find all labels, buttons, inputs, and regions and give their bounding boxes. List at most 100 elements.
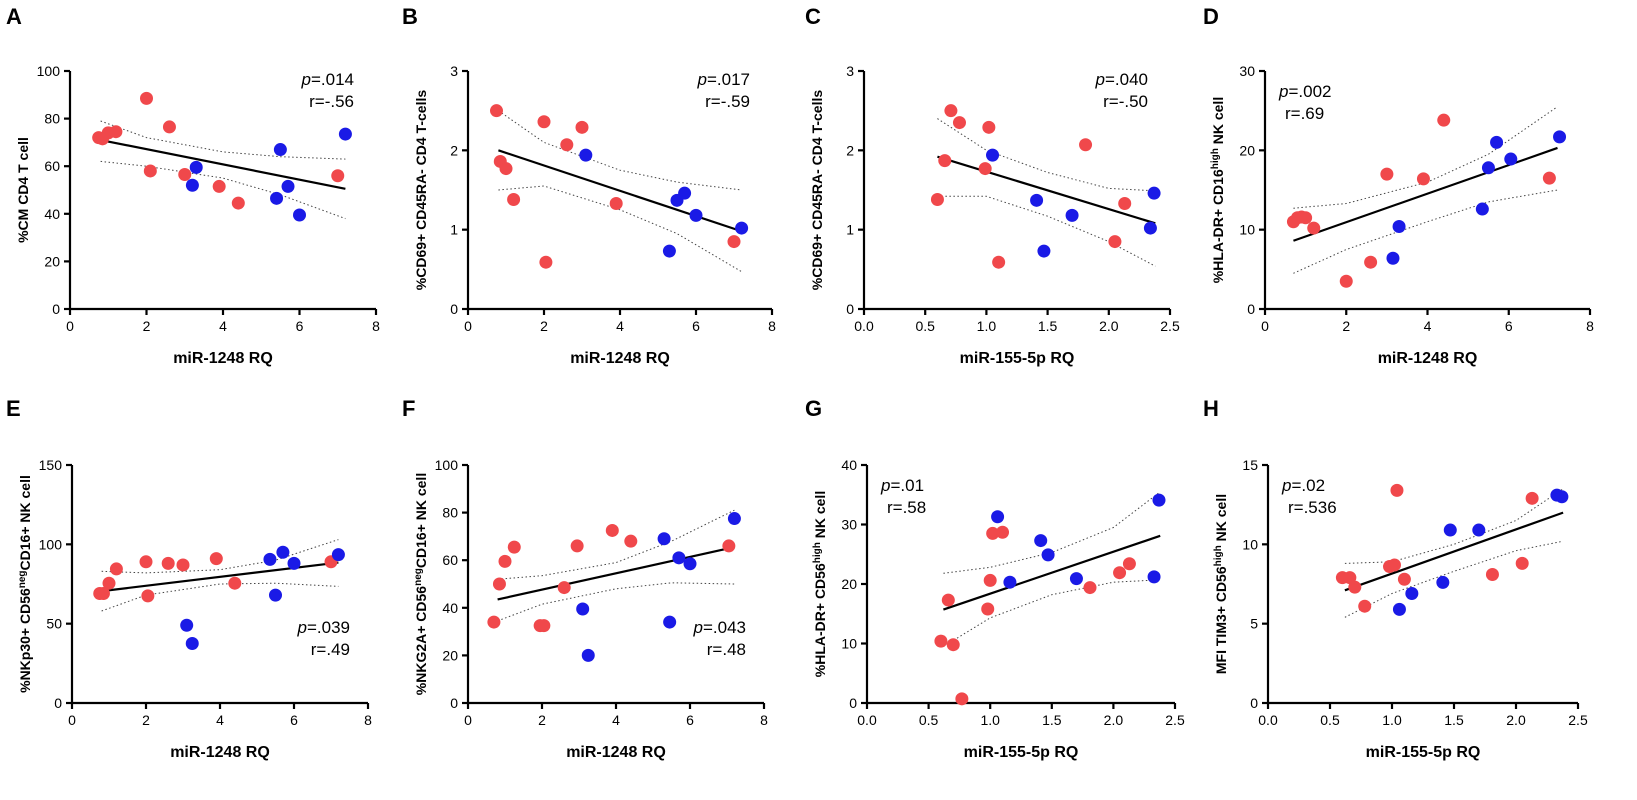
y-tick-label: 20	[1239, 142, 1255, 158]
y-axis-label: %CD69+ CD45RA- CD4 T-cells	[809, 90, 825, 291]
panel-letter: E	[6, 396, 21, 421]
p-symbol: p	[697, 70, 707, 89]
p-symbol: p	[301, 70, 311, 89]
y-tick-label: 50	[46, 616, 62, 632]
data-point-red	[934, 634, 948, 648]
panel-c: C 0.0 0.5 1.0 1.5 2.0 2.5 0 1 2 3 miR-155-5p RQ %CD6…	[805, 4, 1180, 367]
data-point-red	[605, 523, 619, 537]
y-tick-label: 0	[450, 695, 458, 711]
data-point-blue	[986, 148, 1000, 162]
data-point-blue	[1143, 221, 1157, 235]
panel-e: E 0 2 4 6 8 0 50 100 150 miR-1248 RQ %NKp30+ CD56ne…	[6, 396, 372, 761]
r-value: r=-.59	[705, 92, 750, 111]
y-tick-label: 0	[1250, 695, 1258, 711]
x-tick-label: 6	[686, 712, 694, 728]
data-point-red	[938, 154, 952, 168]
panel-letter: B	[402, 4, 418, 29]
y-tick-label: 3	[450, 63, 458, 79]
x-tick-label: 0	[464, 318, 472, 334]
x-tick-label: 1.5	[1042, 712, 1062, 728]
y-axis-label: %HLA-DR+ CD16high NK cell	[1210, 97, 1227, 283]
data-point-blue	[735, 221, 749, 235]
data-point-red	[209, 552, 223, 566]
regression-line	[498, 149, 742, 233]
x-tick-label: 2.0	[1506, 712, 1526, 728]
x-tick-label: 1.5	[1444, 712, 1464, 728]
data-point-red	[228, 576, 242, 590]
p-symbol: p	[880, 476, 890, 495]
data-point-blue	[331, 548, 345, 562]
x-tick-label: 8	[372, 318, 380, 334]
data-point-blue	[1481, 161, 1495, 175]
y-tick-label: 60	[442, 552, 458, 568]
data-point-red	[492, 577, 506, 591]
regression-line	[101, 561, 339, 593]
y-axis-label-superscript: high	[1213, 545, 1224, 566]
y-axis-label: %CD69+ CD45RA- CD4 T-cells	[413, 90, 429, 291]
data-point-red	[992, 255, 1006, 269]
data-point-blue	[683, 557, 697, 571]
data-point-red	[178, 168, 192, 182]
y-axis-label-part: NK cell	[1210, 97, 1226, 148]
data-point-red	[560, 138, 574, 152]
data-point-red	[557, 581, 571, 595]
data-point-red	[1083, 581, 1097, 595]
regression-line	[937, 155, 1156, 225]
x-tick-label: 0	[68, 712, 76, 728]
panel-letter: F	[402, 396, 415, 421]
r-value: r=-.50	[1103, 92, 1148, 111]
x-tick-label: 8	[760, 712, 768, 728]
r-value: r=.49	[311, 640, 350, 659]
confidence-band-lower	[497, 582, 735, 622]
y-tick-label: 0	[450, 301, 458, 317]
x-tick-label: 4	[616, 318, 624, 334]
panel-g: G 0.0 0.5 1.0 1.5 2.0 2.5 0 10 20 30 40 miR-155-5p R…	[805, 396, 1185, 761]
data-point-red	[1122, 557, 1136, 571]
data-point-red	[624, 534, 638, 548]
regression-line	[100, 138, 346, 190]
data-point-blue	[263, 552, 277, 566]
data-point-red	[609, 196, 623, 210]
x-tick-label: 0	[66, 318, 74, 334]
y-tick-label: 100	[37, 63, 61, 79]
data-point-blue	[1490, 135, 1504, 149]
y-tick-label: 150	[39, 457, 63, 473]
data-point-red	[537, 115, 551, 129]
data-point-blue	[1147, 186, 1161, 200]
y-tick-label: 1	[450, 222, 458, 238]
data-point-red	[109, 125, 123, 139]
data-point-blue	[189, 160, 203, 174]
y-axis-label: %NKG2A+ CD56negCD16+ NK cell	[413, 473, 430, 695]
x-tick-label: 0.0	[857, 712, 877, 728]
p-symbol: p	[1281, 476, 1291, 495]
p-value: p=.040	[1095, 70, 1149, 89]
y-tick-label: 5	[1250, 616, 1258, 632]
r-value: r=.58	[887, 498, 926, 517]
y-tick-label: 60	[44, 158, 60, 174]
x-tick-label: 6	[692, 318, 700, 334]
y-tick-label: 100	[39, 536, 63, 552]
panel-letter: G	[805, 396, 822, 421]
data-point-blue	[273, 143, 287, 157]
data-point-red	[946, 638, 960, 652]
y-axis-label-part: %HLA-DR+ CD16	[1210, 169, 1226, 283]
p-value: p=.043	[693, 618, 747, 637]
data-point-red	[941, 593, 955, 607]
p-value-number: .014	[321, 70, 354, 89]
y-tick-label: 0	[54, 695, 62, 711]
data-point-red	[952, 116, 966, 130]
y-tick-label: 0	[849, 695, 857, 711]
data-point-red	[1437, 113, 1451, 127]
data-point-blue	[185, 178, 199, 192]
x-tick-label: 6	[290, 712, 298, 728]
y-axis-label-part: %CM CD4 T cell	[15, 137, 31, 243]
y-tick-label: 20	[44, 253, 60, 269]
data-point-blue	[1405, 587, 1419, 601]
x-tick-label: 1.5	[1038, 318, 1058, 334]
data-point-red	[1416, 172, 1430, 186]
x-tick-label: 2.0	[1104, 712, 1124, 728]
data-point-red	[1542, 171, 1556, 185]
p-value-number: .017	[717, 70, 750, 89]
data-point-red	[1397, 572, 1411, 586]
